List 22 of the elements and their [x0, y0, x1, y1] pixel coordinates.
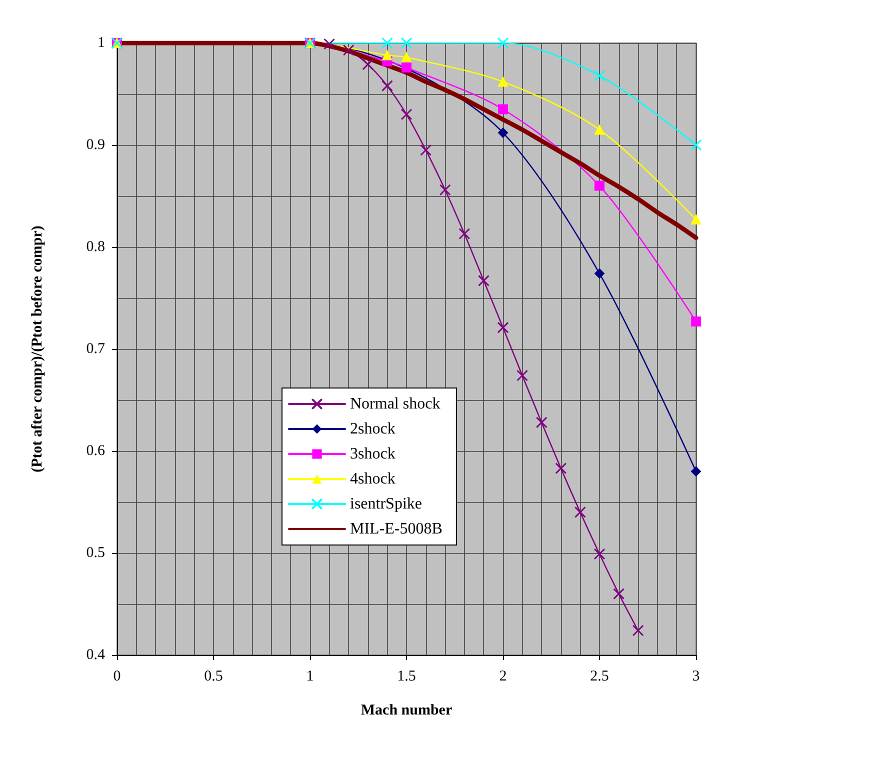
y-tick-label: 0.4 [86, 647, 106, 663]
x-tick-label: 1 [306, 668, 314, 684]
x-tick-label: 2.5 [590, 668, 609, 684]
x-tick-label: 3 [692, 668, 700, 684]
y-tick-label: 1 [98, 35, 105, 51]
legend-label: 3shock [350, 446, 396, 462]
y-axis-title: (Ptot after compr)/(Ptot before compr) [30, 226, 46, 472]
x-tick-label: 1.5 [397, 668, 416, 684]
y-tick-label: 0.5 [86, 545, 105, 561]
legend-label: MIL-E-5008B [350, 520, 442, 538]
legend-label: 2shock [350, 420, 396, 438]
x-tick-label: 2 [499, 668, 507, 684]
legend-label: isentrSpike [350, 496, 422, 512]
y-tick-label: 0.6 [86, 443, 106, 459]
x-axis-title: Mach number [360, 702, 452, 718]
y-tick-label: 0.8 [86, 239, 105, 255]
x-tick-label: 0.5 [204, 668, 223, 684]
legend-label: 4shock [350, 470, 396, 488]
y-tick-label: 0.7 [86, 341, 106, 357]
y-tick-label: 0.9 [86, 137, 105, 153]
legend-label: Normal shock [350, 396, 440, 412]
x-tick-label: 0 [113, 668, 121, 684]
